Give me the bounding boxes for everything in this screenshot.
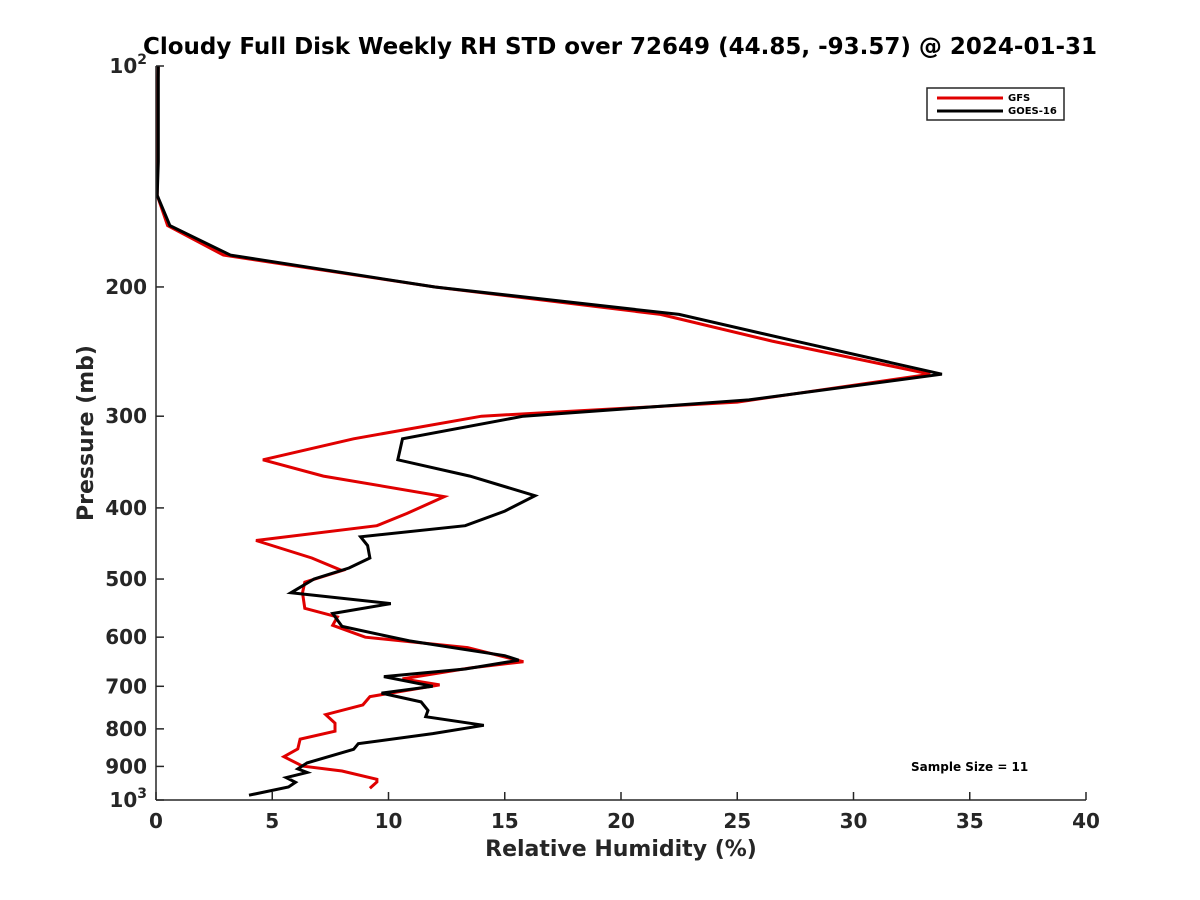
x-tick-label: 20 (607, 809, 635, 833)
legend-box (926, 87, 1065, 121)
x-tick-label: 40 (1072, 809, 1100, 833)
series-line-goes16 (155, 66, 943, 797)
y-tick-label: 700 (105, 674, 147, 698)
x-tick-label: 25 (723, 809, 751, 833)
y-tick-label: 200 (105, 275, 147, 299)
x-tick-label: 15 (491, 809, 519, 833)
y-tick-label: 400 (105, 496, 147, 520)
y-axis-label: Pressure (mb) (74, 345, 99, 521)
y-ticks: 102 200 300 400 500 600 700 800 900 103 (105, 52, 164, 812)
y-tick-label: 900 (105, 754, 147, 778)
series-line-gfs (155, 65, 931, 790)
y-tick-label: 300 (105, 404, 147, 428)
x-tick-label: 5 (265, 809, 279, 833)
y-tick-label: 600 (105, 625, 147, 649)
y-tick-label: 103 (109, 786, 147, 812)
y-tick-label: 800 (105, 717, 147, 741)
x-tick-label: 35 (956, 809, 984, 833)
x-tick-label: 10 (375, 809, 403, 833)
y-tick-label: 500 (105, 567, 147, 591)
x-tick-label: 0 (149, 809, 163, 833)
x-tick-label: 30 (840, 809, 868, 833)
x-ticks: 0 5 10 15 20 25 30 35 40 (149, 792, 1100, 833)
series-layer (155, 65, 943, 797)
legend-label-gfs: GFS (1008, 93, 1030, 104)
legend: GFS GOES-16 (926, 87, 1065, 121)
chart-title: Cloudy Full Disk Weekly RH STD over 7264… (143, 34, 1097, 60)
y-tick-label: 102 (109, 52, 147, 78)
x-axis-label: Relative Humidity (%) (485, 837, 757, 862)
legend-label-goes16: GOES-16 (1008, 106, 1057, 117)
sample-size-annotation: Sample Size = 11 (911, 760, 1028, 774)
